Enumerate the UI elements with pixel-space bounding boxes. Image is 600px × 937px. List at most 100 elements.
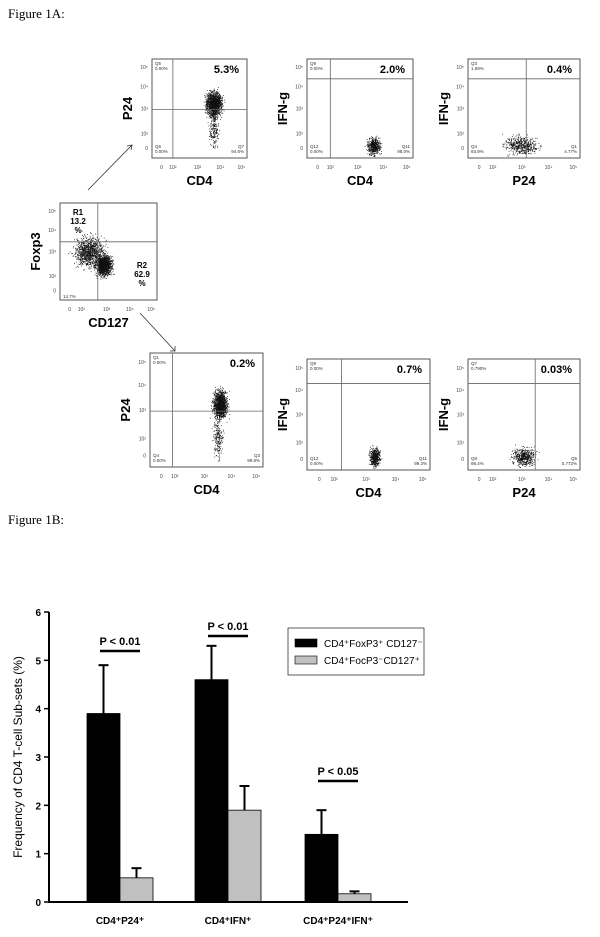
event-dot (208, 99, 210, 101)
event-dot (82, 245, 83, 247)
event-dot (71, 253, 73, 254)
event-dot (213, 103, 214, 104)
event-dot (208, 98, 210, 99)
event-dot (531, 150, 533, 152)
event-dot (95, 253, 96, 255)
event-dot (212, 103, 214, 105)
event-dot (101, 273, 103, 275)
event-dot (522, 146, 523, 148)
event-dot (85, 250, 86, 252)
event-dot (209, 103, 211, 104)
event-dot (376, 141, 378, 143)
event-dot (82, 261, 83, 262)
event-dot (215, 104, 217, 106)
event-dot (91, 249, 93, 250)
event-dot (218, 133, 220, 135)
event-dot (221, 112, 223, 114)
event-dot (206, 105, 208, 107)
event-dot (80, 263, 81, 265)
event-dot (216, 94, 218, 96)
event-dot (207, 104, 209, 106)
event-dot (210, 134, 212, 136)
event-dot (102, 270, 103, 272)
quadrant-text: Q9 (310, 61, 317, 66)
figure-1b-label: Figure 1B: (8, 512, 64, 527)
event-dot (373, 144, 375, 146)
event-dot (109, 265, 111, 266)
event-dot (374, 154, 376, 156)
event-dot (370, 149, 371, 151)
event-dot (77, 265, 78, 267)
event-dot (214, 147, 216, 149)
event-dot (106, 258, 108, 259)
event-dot (213, 113, 215, 114)
event-dot (379, 137, 381, 139)
event-dot (210, 128, 212, 130)
event-dot (86, 238, 87, 239)
event-dot (88, 244, 89, 246)
event-dot (86, 258, 88, 260)
event-dot (108, 267, 110, 269)
event-dot (218, 104, 219, 106)
event-dot (96, 241, 98, 243)
event-dot (103, 267, 105, 269)
event-dot (75, 252, 76, 254)
event-dot (220, 98, 222, 99)
event-dot (213, 135, 215, 137)
event-dot (513, 154, 515, 156)
event-dot (221, 109, 223, 111)
event-dot (101, 268, 103, 270)
event-dot (528, 146, 529, 148)
event-dot (213, 125, 215, 127)
event-dot (85, 257, 87, 258)
event-dot (375, 144, 377, 146)
event-dot (209, 90, 211, 92)
event-dot (98, 271, 99, 273)
event-dot (96, 256, 98, 258)
event-dot (368, 151, 370, 152)
event-dot (519, 153, 521, 154)
event-dot (107, 263, 108, 265)
event-dot (220, 118, 221, 120)
event-dot (208, 102, 210, 104)
event-dot (102, 266, 103, 268)
event-dot (373, 141, 374, 143)
event-dot (112, 259, 114, 261)
event-dot (205, 109, 206, 111)
event-dot (517, 153, 518, 155)
event-dot (83, 254, 85, 256)
event-dot (369, 150, 371, 151)
event-dot (104, 255, 106, 257)
event-dot (102, 258, 104, 260)
event-dot (216, 131, 217, 133)
event-dot (107, 259, 109, 261)
event-dot (218, 94, 220, 96)
event-dot (101, 257, 103, 259)
event-dot (112, 273, 114, 275)
event-dot (211, 110, 213, 112)
event-dot (88, 258, 90, 260)
event-dot (524, 145, 526, 147)
event-dot (375, 142, 376, 144)
event-dot (214, 137, 215, 139)
event-dot (212, 133, 214, 135)
event-dot (107, 261, 109, 263)
event-dot (209, 92, 211, 94)
event-dot (218, 134, 220, 136)
event-dot (207, 105, 209, 107)
event-dot (216, 97, 218, 98)
event-dot (107, 267, 109, 269)
event-dot (379, 153, 381, 155)
event-dot (215, 115, 216, 117)
event-dot (79, 264, 80, 265)
event-dot (379, 144, 381, 146)
event-dot (207, 95, 209, 96)
event-dot (522, 150, 524, 152)
event-dot (213, 98, 215, 99)
event-dot (93, 267, 95, 268)
event-dot (520, 143, 521, 144)
event-dot (367, 145, 368, 147)
event-dot (215, 117, 216, 119)
event-dot (372, 139, 373, 141)
quadrant-text: 98.0% (397, 149, 410, 154)
